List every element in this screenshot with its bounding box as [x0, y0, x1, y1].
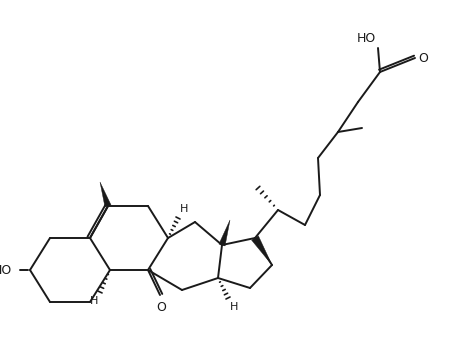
Text: HO: HO — [0, 264, 12, 277]
Text: H: H — [230, 302, 238, 312]
Text: H: H — [180, 204, 189, 214]
Polygon shape — [219, 220, 230, 246]
Polygon shape — [252, 236, 272, 265]
Text: HO: HO — [357, 32, 376, 45]
Text: H: H — [90, 296, 98, 306]
Polygon shape — [100, 182, 111, 207]
Text: O: O — [418, 52, 428, 65]
Text: O: O — [156, 301, 166, 314]
